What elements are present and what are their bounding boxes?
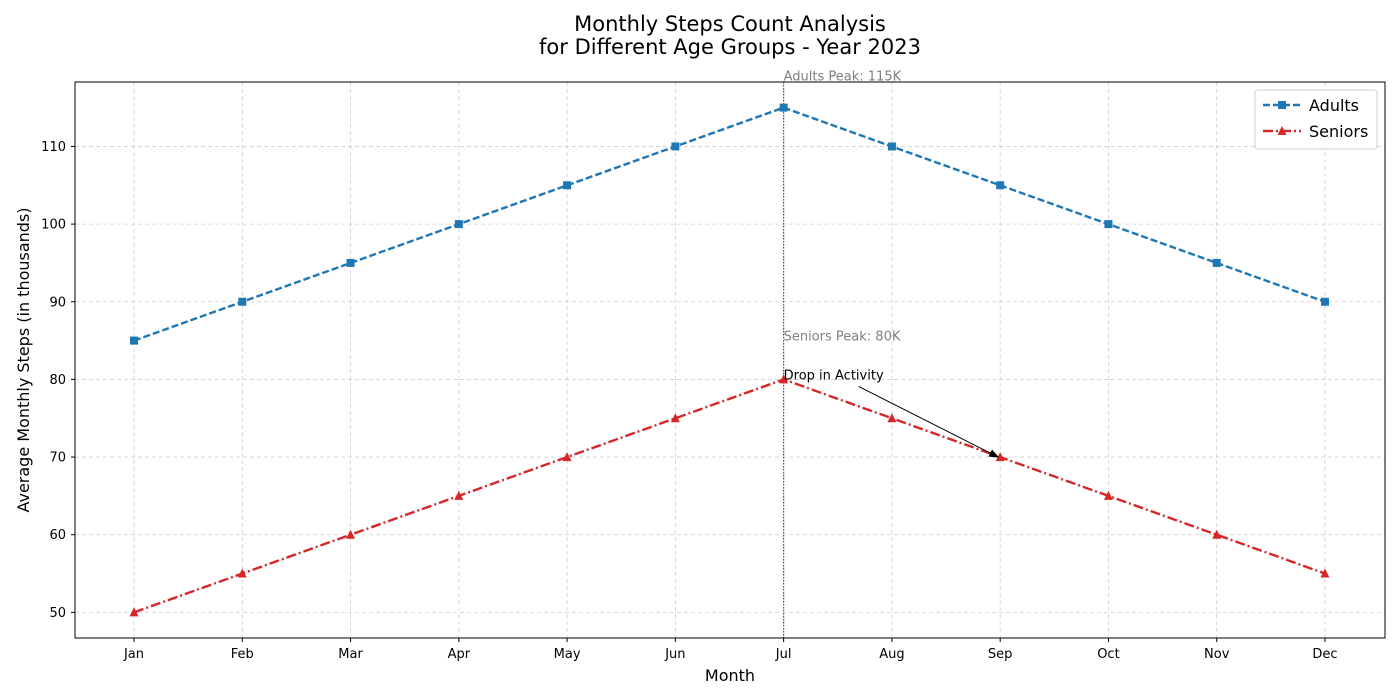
- data-point-adults: [1321, 297, 1329, 306]
- x-tick-label: Nov: [1204, 647, 1230, 662]
- data-point-seniors: [995, 452, 1005, 462]
- data-point-adults: [996, 181, 1005, 190]
- x-tick-label: Sep: [988, 647, 1013, 662]
- series-seniors: [129, 374, 1330, 617]
- x-tick-label: Jul: [775, 647, 792, 662]
- x-tick-label: Mar: [338, 647, 363, 662]
- data-point-adults: [238, 297, 247, 306]
- data-point-seniors: [1212, 529, 1222, 539]
- annotation-0: Adults Peak: 115K: [784, 69, 902, 84]
- y-tick-label: 50: [49, 606, 66, 621]
- annotation-layer: Adults Peak: 115K Seniors Peak: 80K Drop i…: [784, 69, 1000, 458]
- x-tick-label: May: [554, 647, 581, 662]
- data-point-adults: [887, 142, 896, 151]
- data-point-seniors: [887, 413, 897, 423]
- x-tick-label: Dec: [1312, 647, 1337, 662]
- chart-title-line-1: Monthly Steps Count Analysis: [574, 12, 886, 36]
- grid-layer: [75, 82, 1385, 638]
- x-axis-label: Month: [705, 666, 755, 685]
- data-point-seniors: [1103, 490, 1113, 500]
- x-tick-label: Aug: [879, 647, 904, 662]
- data-point-seniors: [562, 452, 572, 462]
- data-point-adults: [779, 103, 788, 112]
- y-tick-label: 90: [49, 295, 66, 310]
- chart-title-line-2: for Different Age Groups - Year 2023: [539, 35, 921, 59]
- legend-marker-seniors: [1277, 126, 1287, 135]
- data-point-seniors: [454, 490, 464, 500]
- annotation-1: Seniors Peak: 80K: [784, 330, 901, 345]
- series-line-adults: [133, 106, 1326, 342]
- y-axis-label: Average Monthly Steps (in thousands): [14, 207, 33, 512]
- series-line-seniors: [133, 378, 1326, 614]
- y-tick-label: 100: [41, 218, 66, 233]
- data-point-adults: [1104, 220, 1113, 229]
- data-point-adults: [671, 142, 680, 151]
- legend-label-adults: Adults: [1309, 96, 1359, 115]
- data-point-seniors: [779, 374, 789, 384]
- legend-label-seniors: Seniors: [1309, 122, 1368, 141]
- data-point-seniors: [670, 413, 680, 423]
- x-tick-label: Jan: [123, 647, 144, 662]
- y-tick-label: 80: [49, 373, 66, 388]
- series-adults: [130, 103, 1329, 345]
- data-point-adults: [130, 336, 138, 345]
- annotation-arrow: [858, 385, 1000, 458]
- annotation-2: Drop in Activity: [784, 368, 884, 383]
- x-tick-label: Jun: [664, 647, 685, 662]
- data-point-adults: [1212, 258, 1221, 267]
- data-point-adults: [563, 181, 572, 190]
- legend: Adults Seniors: [1254, 89, 1378, 150]
- y-tick-label: 110: [41, 140, 66, 155]
- data-point-seniors: [237, 568, 247, 578]
- data-point-seniors: [1320, 568, 1330, 578]
- tick-layer: Jan Feb Mar Apr May Jun Jul Aug Sep Oct Nov Dec 50 60…: [41, 140, 1337, 662]
- y-tick-label: 60: [49, 528, 66, 543]
- y-tick-label: 70: [49, 451, 66, 466]
- data-point-adults: [346, 258, 355, 267]
- data-point-seniors: [129, 607, 139, 617]
- x-tick-label: Feb: [231, 647, 254, 662]
- series-layer: [129, 103, 1330, 617]
- plot-frame: [74, 81, 1386, 639]
- data-point-adults: [454, 220, 463, 229]
- x-tick-label: Oct: [1097, 647, 1119, 662]
- x-tick-label: Apr: [448, 647, 471, 662]
- data-point-seniors: [346, 529, 356, 539]
- legend-marker-adults: [1278, 101, 1286, 109]
